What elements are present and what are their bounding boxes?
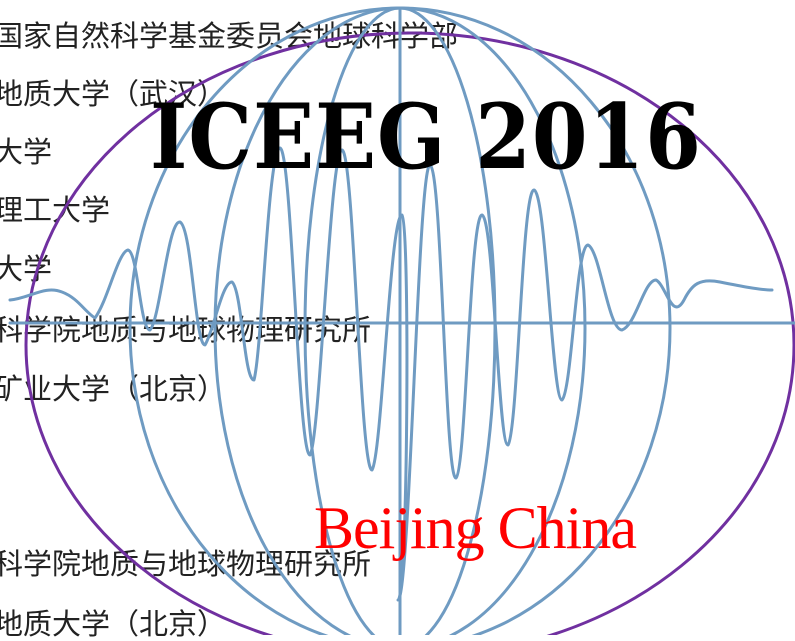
seismic-wave-icon: [8, 146, 774, 602]
logo-subtitle: Beijing China: [314, 495, 637, 561]
org-line-2: 地质大学（武汉）: [0, 77, 227, 111]
org-line-4: 理工大学: [0, 193, 111, 227]
org-line-6: 科学院地质与地球物理研究所: [0, 313, 372, 347]
logo-title: ICEEG 2016: [150, 84, 702, 190]
org-line-5: 大学: [0, 252, 53, 286]
org-line-8: 科学院地质与地球物理研究所: [0, 547, 372, 581]
org-line-7: 矿业大学（北京）: [0, 372, 227, 406]
logo-ellipse: [24, 31, 795, 635]
org-line-3: 大学: [0, 135, 53, 169]
org-line-1: 国家自然科学基金委员会地球科学部: [0, 19, 459, 53]
